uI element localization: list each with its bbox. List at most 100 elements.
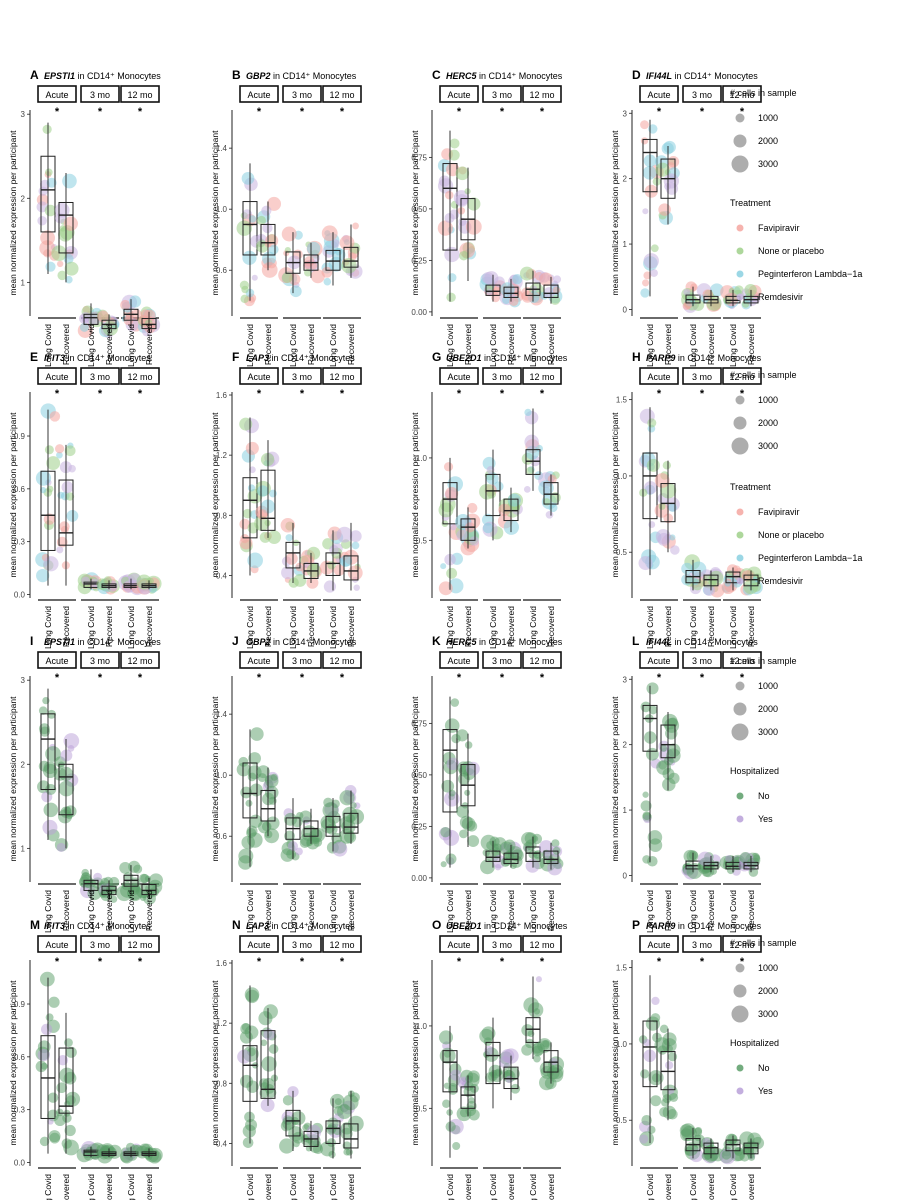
data-point — [638, 556, 653, 571]
data-point — [553, 275, 562, 284]
box-iqr — [703, 574, 719, 587]
y-tick-label: 0.0 — [14, 1158, 26, 1167]
strip-label: Acute — [45, 90, 68, 100]
treatment-legend-dot — [736, 508, 744, 516]
box-iqr — [442, 729, 458, 813]
size-legend-title: # cells in sample — [730, 88, 797, 98]
data-point — [54, 444, 65, 454]
panel-letter: I — [30, 634, 33, 648]
panel-O: O UBE2D1 in CD14⁺ Monocytes mean normalize… — [410, 918, 568, 1200]
treatment-legend-label: Peginterferon Lambda−1a — [758, 269, 862, 279]
data-point — [450, 698, 460, 707]
data-point — [280, 848, 295, 862]
data-point — [670, 545, 680, 555]
data-point — [47, 1092, 59, 1103]
y-tick-label: 0.5 — [416, 1104, 428, 1113]
group-label: Recovered — [546, 1174, 556, 1200]
strip-box — [120, 935, 160, 953]
treatment-legend-dot — [736, 247, 744, 255]
data-point — [56, 451, 63, 459]
data-point — [452, 1142, 461, 1151]
data-point — [645, 1016, 661, 1031]
group-label: Long Covid — [328, 1174, 338, 1200]
data-point — [279, 1138, 295, 1154]
data-point — [62, 1113, 72, 1123]
y-tick-label: 0.4 — [216, 1139, 228, 1148]
data-point — [256, 509, 268, 520]
group-label: Long Covid — [728, 890, 738, 933]
data-point — [39, 971, 55, 987]
box-iqr — [485, 850, 501, 862]
size-legend-label: 3000 — [758, 727, 778, 737]
data-point — [56, 260, 64, 268]
data-point — [642, 811, 652, 821]
data-point — [349, 1092, 360, 1103]
strip-box — [722, 367, 762, 385]
data-point — [246, 1080, 259, 1093]
y-axis-label: mean normalized expression per participa… — [610, 412, 620, 578]
strip-label: 12 mo — [729, 656, 754, 666]
significance-mark: * — [700, 388, 705, 400]
data-point — [247, 772, 257, 782]
strip-label: 3 mo — [292, 90, 312, 100]
data-point — [651, 996, 660, 1006]
data-point — [323, 580, 337, 593]
group-label: Recovered — [663, 324, 673, 365]
data-point — [339, 235, 355, 251]
data-point — [240, 533, 250, 544]
significance-mark: * — [657, 388, 662, 400]
data-point — [44, 204, 57, 217]
panel-letter: L — [632, 634, 639, 648]
box-iqr — [442, 1050, 458, 1093]
box-iqr — [503, 852, 519, 864]
size-legend-label: 1000 — [758, 395, 778, 405]
panel-B: B GBP2 in CD14⁺ Monocytes mean normalized … — [210, 68, 363, 367]
data-point — [351, 541, 360, 550]
data-point — [650, 269, 658, 277]
data-point — [641, 1114, 652, 1126]
box-iqr — [525, 449, 541, 475]
data-point — [480, 859, 495, 875]
data-point — [248, 215, 257, 223]
data-point — [467, 197, 481, 211]
data-point — [257, 485, 269, 497]
strip-label: 3 mo — [292, 940, 312, 950]
significance-mark: * — [340, 388, 345, 400]
data-point — [440, 861, 447, 868]
group-label: Recovered — [546, 324, 556, 365]
y-tick-label: 0.9 — [14, 1000, 26, 1009]
gene-name: LAP3 — [246, 921, 269, 931]
significance-mark: * — [138, 956, 143, 968]
data-point — [438, 1030, 454, 1045]
data-point — [103, 576, 112, 585]
strip-box — [722, 85, 762, 103]
data-point — [438, 502, 454, 518]
treatment-legend-dot — [736, 531, 744, 539]
box-iqr — [242, 1045, 258, 1102]
y-axis-label: mean normalized expression per participa… — [8, 696, 18, 862]
strip-label: 12 mo — [329, 656, 354, 666]
data-point — [267, 196, 282, 211]
panel-letter: O — [432, 918, 441, 932]
data-point — [464, 741, 473, 749]
data-point — [525, 858, 540, 873]
data-point — [681, 562, 693, 575]
strip-box — [439, 935, 479, 953]
strip-label: Acute — [447, 372, 470, 382]
box-iqr — [743, 1142, 759, 1155]
group-label: Recovered — [346, 1174, 356, 1200]
significance-mark: * — [300, 672, 305, 684]
strip-box — [439, 651, 479, 669]
data-point — [465, 761, 480, 776]
y-tick-label: 0 — [623, 305, 628, 314]
box-iqr — [485, 473, 501, 517]
data-point — [284, 830, 295, 842]
data-point — [445, 1121, 456, 1132]
significance-mark: * — [740, 956, 745, 968]
data-point — [248, 752, 261, 765]
data-point — [468, 1109, 480, 1121]
group-label: Long Covid — [328, 324, 338, 367]
data-point — [57, 1054, 69, 1066]
significance-mark: * — [98, 388, 103, 400]
